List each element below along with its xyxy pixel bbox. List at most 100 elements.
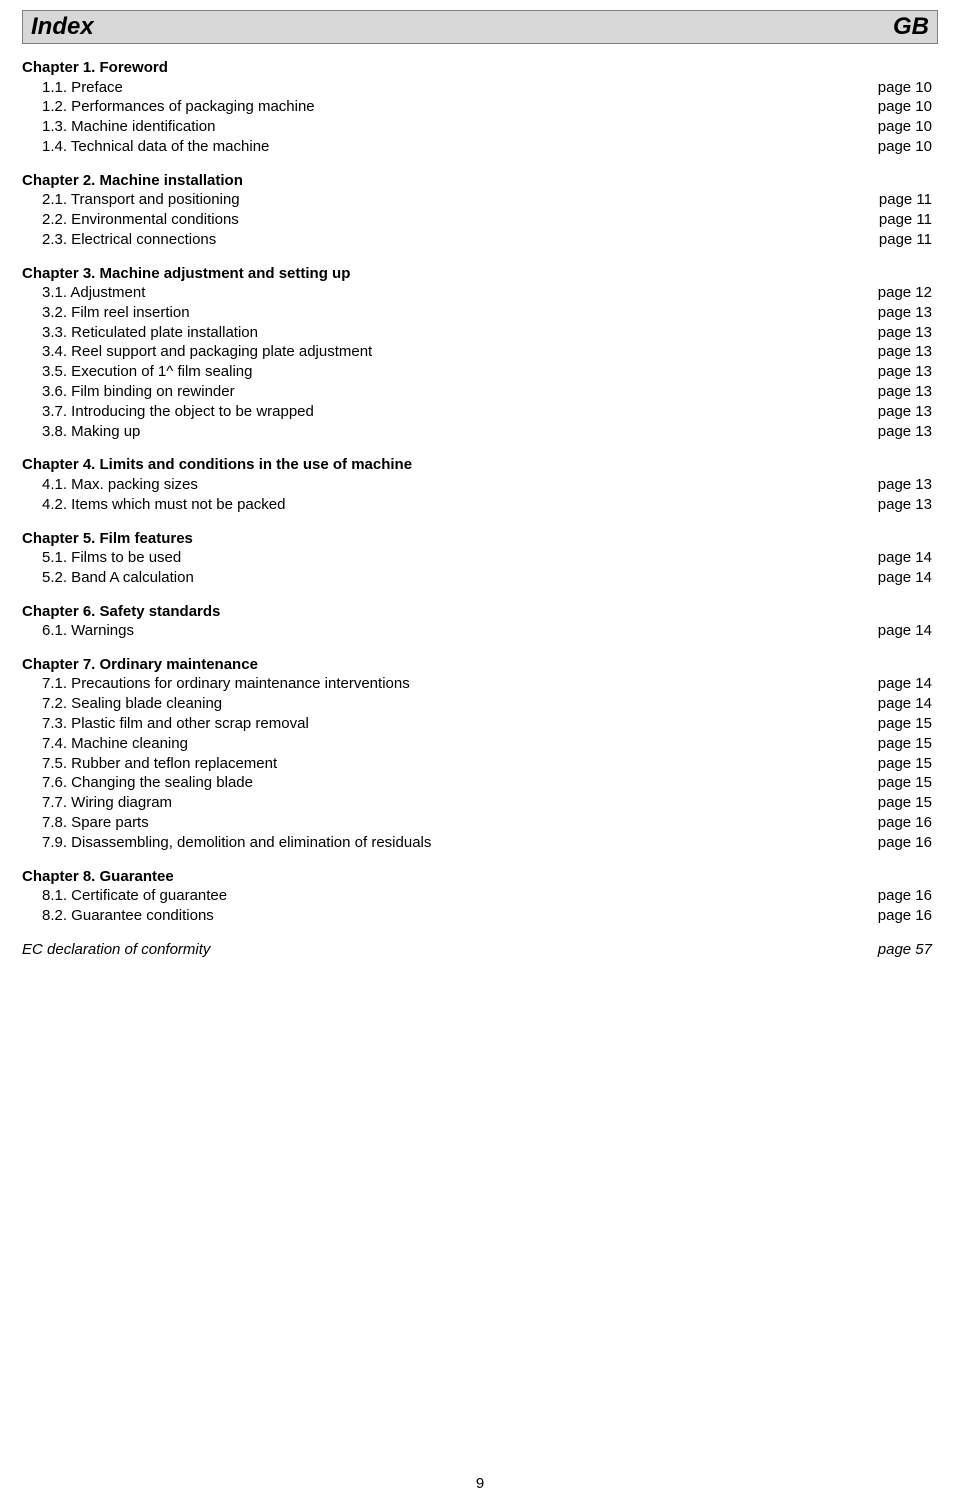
footer-label: EC declaration of conformity [22,940,210,960]
toc-container: Chapter 1. Foreword1.1. Prefacepage 101.… [22,58,938,926]
chapter-block: Chapter 4. Limits and conditions in the … [22,455,938,514]
toc-page: page 15 [878,793,938,813]
toc-page: page 11 [879,190,938,210]
toc-row: 2.1. Transport and positioning page 11 [22,190,938,210]
chapter-block: Chapter 1. Foreword1.1. Prefacepage 101.… [22,58,938,157]
toc-row: 8.2. Guarantee conditionspage 16 [22,906,938,926]
chapter-block: Chapter 7. Ordinary maintenance7.1. Prec… [22,655,938,853]
toc-page: page 12 [878,283,938,303]
chapter-title: Chapter 6. Safety standards [22,602,938,622]
toc-page: page 14 [878,568,938,588]
toc-page: page 16 [878,813,938,833]
toc-label: 3.2. Film reel insertion [42,303,190,323]
toc-page: page 15 [878,734,938,754]
toc-row: 6.1. Warnings page 14 [22,621,938,641]
toc-row: 1.2. Performances of packaging machine pa… [22,97,938,117]
toc-label: 7.4. Machine cleaning [42,734,188,754]
toc-label: 7.3. Plastic film and other scrap remova… [42,714,309,734]
toc-label: 1.1. Preface [42,78,123,98]
chapter-title: Chapter 1. Foreword [22,58,938,78]
toc-label: 3.3. Reticulated plate installation [42,323,258,343]
toc-label: 7.5. Rubber and teflon replacement [42,754,277,774]
toc-label: 6.1. Warnings [42,621,134,641]
toc-label: 7.9. Disassembling, demolition and elimi… [42,833,431,853]
toc-page: page 14 [878,694,938,714]
toc-label: 3.4. Reel support and packaging plate ad… [42,342,372,362]
toc-label: 2.2. Environmental conditions [42,210,239,230]
toc-page: page 14 [878,548,938,568]
toc-page: page 16 [878,906,938,926]
chapter-block: Chapter 5. Film features5.1. Films to be… [22,529,938,588]
toc-label: 7.2. Sealing blade cleaning [42,694,222,714]
toc-page: page 13 [878,475,938,495]
toc-label: 1.4. Technical data of the machine [42,137,269,157]
toc-row: 3.4. Reel support and packaging plate ad… [22,342,938,362]
toc-label: 3.5. Execution of 1^ film sealing [42,362,252,382]
toc-label: 3.7. Introducing the object to be wrappe… [42,402,314,422]
toc-row: 3.8. Making uppage 13 [22,422,938,442]
chapter-title: Chapter 8. Guarantee [22,867,938,887]
toc-page: page 10 [878,97,938,117]
toc-page: page 13 [878,303,938,323]
toc-label: 1.2. Performances of packaging machine [42,97,315,117]
chapter-block: Chapter 8. Guarantee8.1. Certificate of … [22,867,938,926]
toc-label: 5.2. Band A calculation [42,568,194,588]
toc-page: page 10 [878,117,938,137]
toc-label: 2.1. Transport and positioning [42,190,240,210]
toc-row: 3.6. Film binding on rewinderpage 13 [22,382,938,402]
toc-row: 1.4. Technical data of the machine page 1… [22,137,938,157]
toc-page: page 14 [878,674,938,694]
toc-label: 7.7. Wiring diagram [42,793,172,813]
toc-row: 4.1. Max. packing sizes page 13 [22,475,938,495]
toc-page: page 10 [878,78,938,98]
toc-row: 7.9. Disassembling, demolition and elimi… [22,833,938,853]
toc-label: 4.1. Max. packing sizes [42,475,198,495]
toc-row: 7.5. Rubber and teflon replacement page 1… [22,754,938,774]
toc-row: 7.4. Machine cleaning page 15 [22,734,938,754]
toc-row: 1.3. Machine identification page 10 [22,117,938,137]
toc-row: 3.3. Reticulated plate installationpage … [22,323,938,343]
toc-label: 4.2. Items which must not be packed [42,495,285,515]
toc-row: 7.3. Plastic film and other scrap remova… [22,714,938,734]
toc-page: page 11 [879,210,938,230]
toc-row: 1.1. Preface page 10 [22,78,938,98]
toc-page: page 15 [878,754,938,774]
index-title: Index [31,13,94,41]
toc-row: 7.1. Precautions for ordinary maintenanc… [22,674,938,694]
footer-entry: EC declaration of conformity page 57 [22,940,938,960]
index-header-bar: Index GB [22,10,938,44]
chapter-block: Chapter 3. Machine adjustment and settin… [22,264,938,442]
toc-page: page 16 [878,833,938,853]
toc-page: page 16 [878,886,938,906]
toc-label: 7.1. Precautions for ordinary maintenanc… [42,674,410,694]
toc-row: 8.1. Certificate of guarantee page 16 [22,886,938,906]
toc-label: 8.1. Certificate of guarantee [42,886,227,906]
toc-page: page 13 [878,362,938,382]
toc-row: 7.2. Sealing blade cleaning page 14 [22,694,938,714]
toc-page: page 11 [879,230,938,250]
toc-page: page 14 [878,621,938,641]
toc-row: 3.2. Film reel insertion page 13 [22,303,938,323]
toc-label: 3.1. Adjustment [42,283,145,303]
toc-label: 1.3. Machine identification [42,117,215,137]
toc-page: page 10 [878,137,938,157]
toc-row: 4.2. Items which must not be packed page … [22,495,938,515]
index-lang-code: GB [893,13,929,41]
toc-row: 5.1. Films to be used page 14 [22,548,938,568]
toc-row: 2.3. Electrical connections page 11 [22,230,938,250]
toc-label: 5.1. Films to be used [42,548,181,568]
toc-row: 3.5. Execution of 1^ film sealing page 13 [22,362,938,382]
toc-row: 7.7. Wiring diagram page 15 [22,793,938,813]
toc-page: page 13 [878,402,938,422]
toc-page: page 13 [878,495,938,515]
toc-label: 2.3. Electrical connections [42,230,216,250]
toc-row: 7.6. Changing the sealing bladepage 15 [22,773,938,793]
toc-label: 7.6. Changing the sealing blade [42,773,253,793]
chapter-title: Chapter 7. Ordinary maintenance [22,655,938,675]
chapter-block: Chapter 6. Safety standards6.1. Warnings… [22,602,938,641]
chapter-title: Chapter 2. Machine installation [22,171,938,191]
toc-row: 3.1. Adjustment page 12 [22,283,938,303]
chapter-title: Chapter 4. Limits and conditions in the … [22,455,938,475]
toc-page: page 13 [878,382,938,402]
toc-row: 5.2. Band A calculation page 14 [22,568,938,588]
